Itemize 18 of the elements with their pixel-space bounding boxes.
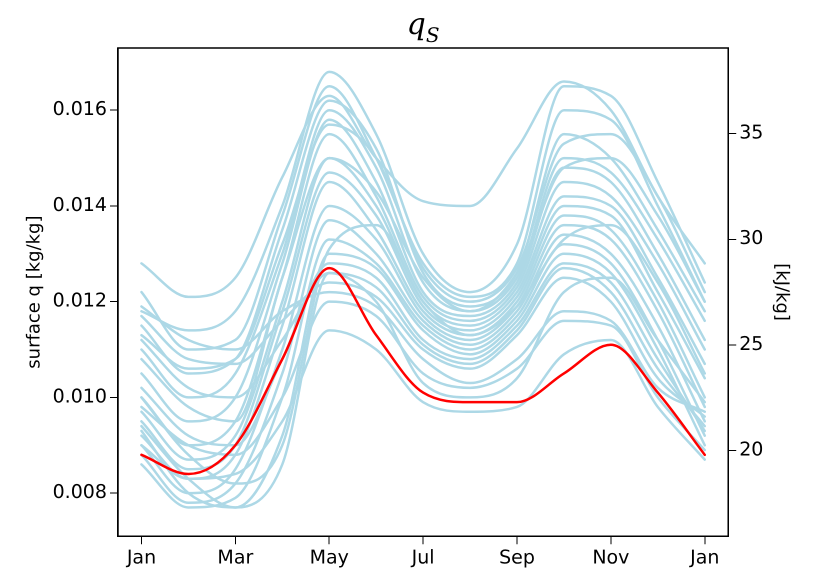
y2-tick-label: 30 [739,227,764,250]
x-tick-label: Sep [499,546,535,569]
y-tick-label: 0.016 [52,98,107,120]
y-tick-label: 0.010 [52,385,107,408]
y2-tick-label: 35 [739,122,764,144]
y-tick-label: 0.014 [52,194,107,216]
y2-tick-label: 25 [739,332,764,355]
y-tick-label: 0.012 [52,290,107,312]
y2-tick-label: 20 [739,438,764,461]
y-tick-label: 0.008 [52,481,107,504]
x-tick-label: Mar [217,546,254,569]
x-tick-label: Jan [689,546,720,569]
x-tick-label: Nov [592,546,630,569]
x-tick-label: May [310,546,349,569]
y-axis-title: surface q [kg/kg] [23,216,44,369]
x-tick-label: Jan [126,546,156,569]
y2-axis-title: [kJ/kg] [772,263,793,321]
x-tick-label: Jul [410,546,435,569]
